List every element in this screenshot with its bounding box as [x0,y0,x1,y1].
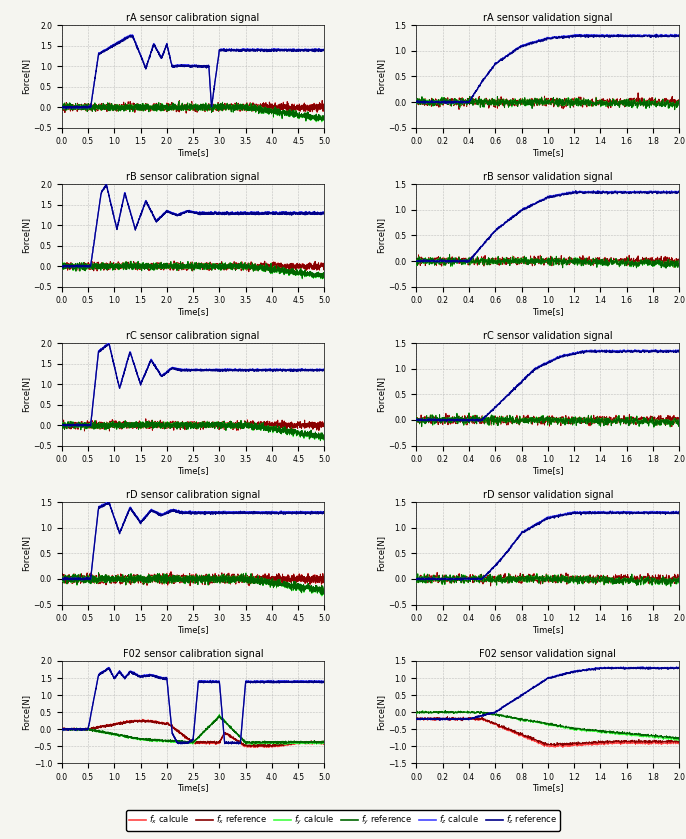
Y-axis label: Force[N]: Force[N] [22,535,31,571]
Y-axis label: Force[N]: Force[N] [22,59,31,95]
Title: rB sensor calibration signal: rB sensor calibration signal [126,172,260,182]
Title: rC sensor calibration signal: rC sensor calibration signal [126,331,260,341]
Title: rA sensor calibration signal: rA sensor calibration signal [126,13,260,23]
Title: F02 sensor validation signal: F02 sensor validation signal [480,649,616,659]
X-axis label: Time[s]: Time[s] [532,466,563,475]
Title: rD sensor calibration signal: rD sensor calibration signal [126,490,260,500]
Title: rB sensor validation signal: rB sensor validation signal [483,172,613,182]
Y-axis label: Force[N]: Force[N] [377,377,386,412]
X-axis label: Time[s]: Time[s] [532,307,563,315]
X-axis label: Time[s]: Time[s] [178,784,209,793]
X-axis label: Time[s]: Time[s] [532,625,563,633]
Title: rD sensor validation signal: rD sensor validation signal [482,490,613,500]
Y-axis label: Force[N]: Force[N] [377,217,386,253]
Y-axis label: Force[N]: Force[N] [377,535,386,571]
X-axis label: Time[s]: Time[s] [178,625,209,633]
Title: rA sensor validation signal: rA sensor validation signal [483,13,613,23]
X-axis label: Time[s]: Time[s] [532,784,563,793]
Y-axis label: Force[N]: Force[N] [377,59,386,95]
Y-axis label: Force[N]: Force[N] [377,694,386,730]
X-axis label: Time[s]: Time[s] [178,148,209,157]
Legend: $f_x$ calcule, $f_x$ reference, $f_y$ calcule, $f_y$ reference, $f_z$ calcule, $: $f_x$ calcule, $f_x$ reference, $f_y$ ca… [126,810,560,831]
Y-axis label: Force[N]: Force[N] [22,377,31,412]
X-axis label: Time[s]: Time[s] [178,307,209,315]
Y-axis label: Force[N]: Force[N] [22,694,31,730]
Y-axis label: Force[N]: Force[N] [22,217,31,253]
X-axis label: Time[s]: Time[s] [178,466,209,475]
Title: rC sensor validation signal: rC sensor validation signal [483,331,613,341]
X-axis label: Time[s]: Time[s] [532,148,563,157]
Title: F02 sensor calibration signal: F02 sensor calibration signal [123,649,263,659]
